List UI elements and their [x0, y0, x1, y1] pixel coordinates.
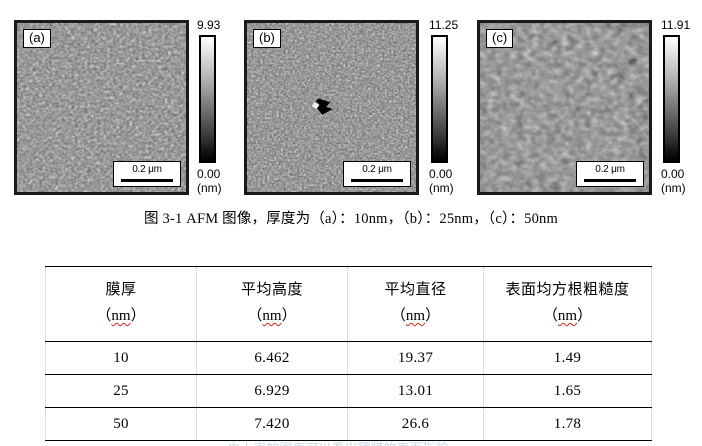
unit-open-paren: （ [96, 308, 112, 324]
cell-rms-roughness: 1.78 [483, 407, 652, 441]
cell-value: 10 [113, 349, 129, 366]
afm-panel-a: (a) 0.2 μm [14, 20, 189, 195]
header-title: 表面均方根粗糙度 [505, 282, 630, 298]
colorbar-unit-label: (nm) [197, 181, 222, 195]
cell-value: 50 [113, 415, 129, 432]
cell-rms-roughness: 1.65 [483, 374, 652, 408]
colorbar-min-label: 0.00 [661, 167, 685, 181]
unit-token: nm [111, 308, 131, 324]
colorbar-gradient [199, 35, 216, 163]
table-header-cell-mean-height: 平均高度 （nm） [196, 266, 348, 342]
clipped-body-text: 由上面的图表可以看出薄膜的表面形貌 [45, 440, 631, 446]
unit-open-paren: （ [390, 308, 406, 324]
unit-close-paren: ） [130, 308, 146, 324]
cell-rms-roughness: 1.49 [483, 341, 652, 375]
scale-bar-b: 0.2 μm [343, 161, 411, 187]
scale-bar-label: 0.2 μm [362, 164, 392, 175]
unit-close-paren: ） [577, 308, 593, 324]
cell-mean-diameter: 26.6 [347, 407, 484, 441]
cell-mean-diameter: 19.37 [347, 341, 484, 375]
header-unit: （nm） [199, 303, 345, 329]
table-row: 25 6.929 13.01 1.65 [45, 374, 652, 408]
cell-value: 1.65 [553, 382, 582, 399]
header-title: 平均高度 [240, 282, 303, 298]
cell-value: 13.01 [397, 382, 434, 399]
unit-open-paren: （ [542, 308, 558, 324]
cell-value: 7.420 [254, 415, 290, 432]
unit-close-paren: ） [281, 308, 297, 324]
afm-figure-row: (a) 0.2 μm 9.93 0.00 (nm) [0, 0, 702, 205]
colorbar-max-label: 11.91 [661, 18, 691, 32]
table-row: 10 6.462 19.37 1.49 [45, 341, 652, 375]
scale-bar-rule [351, 179, 403, 182]
colorbar-a: 9.93 0.00 (nm) [196, 18, 244, 203]
panel-tag-c: (c) [486, 29, 514, 48]
cell-thickness: 25 [45, 374, 197, 408]
header-title: 膜厚 [105, 282, 137, 298]
table-header-row: 膜厚 （nm） 平均高度 （nm） 平均直径 （nm） 表面均方根粗糙度 （nm… [45, 266, 652, 342]
scale-bar-rule [121, 179, 173, 182]
unit-open-paren: （ [247, 308, 263, 324]
afm-defect-feature [311, 98, 333, 115]
table-row: 50 7.420 26.6 1.78 [45, 407, 652, 441]
cell-value: 1.78 [553, 415, 582, 432]
colorbar-max-label: 11.25 [429, 18, 459, 32]
scale-bar-c: 0.2 μm [576, 161, 644, 187]
colorbar-gradient [431, 35, 448, 163]
colorbar-unit-label: (nm) [429, 181, 454, 195]
table-header-cell-mean-diameter: 平均直径 （nm） [347, 266, 484, 342]
cell-mean-height: 7.420 [196, 407, 348, 441]
measurements-table-wrapper: 膜厚 （nm） 平均高度 （nm） 平均直径 （nm） 表面均方根粗糙度 （nm… [45, 266, 652, 441]
afm-image-b [244, 20, 419, 195]
cell-value: 6.462 [254, 349, 290, 366]
cell-value: 1.49 [553, 349, 582, 366]
unit-token: nm [405, 308, 426, 324]
unit-token: nm [557, 308, 578, 324]
colorbar-unit-label: (nm) [661, 181, 686, 195]
colorbar-min-label: 0.00 [197, 167, 221, 181]
table-header-cell-thickness: 膜厚 （nm） [45, 266, 197, 342]
cell-thickness: 50 [45, 407, 197, 441]
scale-bar-label: 0.2 μm [595, 164, 625, 175]
afm-panel-b: (b) 0.2 μm [244, 20, 419, 195]
table-header-cell-rms-roughness: 表面均方根粗糙度 （nm） [483, 266, 652, 342]
cell-value: 26.6 [401, 415, 430, 432]
unit-token: nm [262, 308, 282, 324]
header-unit: （nm） [48, 303, 194, 329]
cell-value: 19.37 [397, 349, 434, 366]
measurements-table: 膜厚 （nm） 平均高度 （nm） 平均直径 （nm） 表面均方根粗糙度 （nm… [45, 266, 652, 441]
colorbar-b: 11.25 0.00 (nm) [428, 18, 476, 203]
header-unit: （nm） [486, 303, 649, 329]
colorbar-gradient [663, 35, 680, 163]
header-unit: （nm） [350, 303, 481, 329]
cell-thickness: 10 [45, 341, 197, 375]
cell-mean-height: 6.462 [196, 341, 348, 375]
figure-caption: 图 3-1 AFM 图像，厚度为（a）：10nm，（b）：25nm，（c）：50… [144, 211, 558, 227]
afm-panel-c: (c) 0.2 μm [477, 20, 652, 195]
cell-value: 6.929 [254, 382, 290, 399]
unit-close-paren: ） [425, 308, 441, 324]
colorbar-c: 11.91 0.00 (nm) [660, 18, 702, 203]
cell-value: 25 [113, 382, 129, 399]
scale-bar-a: 0.2 μm [113, 161, 181, 187]
scale-bar-rule [584, 179, 636, 182]
panel-tag-b: (b) [253, 29, 281, 48]
colorbar-min-label: 0.00 [429, 167, 453, 181]
cell-mean-diameter: 13.01 [347, 374, 484, 408]
cell-mean-height: 6.929 [196, 374, 348, 408]
scale-bar-label: 0.2 μm [132, 164, 162, 175]
panel-tag-a: (a) [23, 29, 51, 48]
header-title: 平均直径 [384, 282, 447, 298]
colorbar-max-label: 9.93 [197, 18, 221, 32]
